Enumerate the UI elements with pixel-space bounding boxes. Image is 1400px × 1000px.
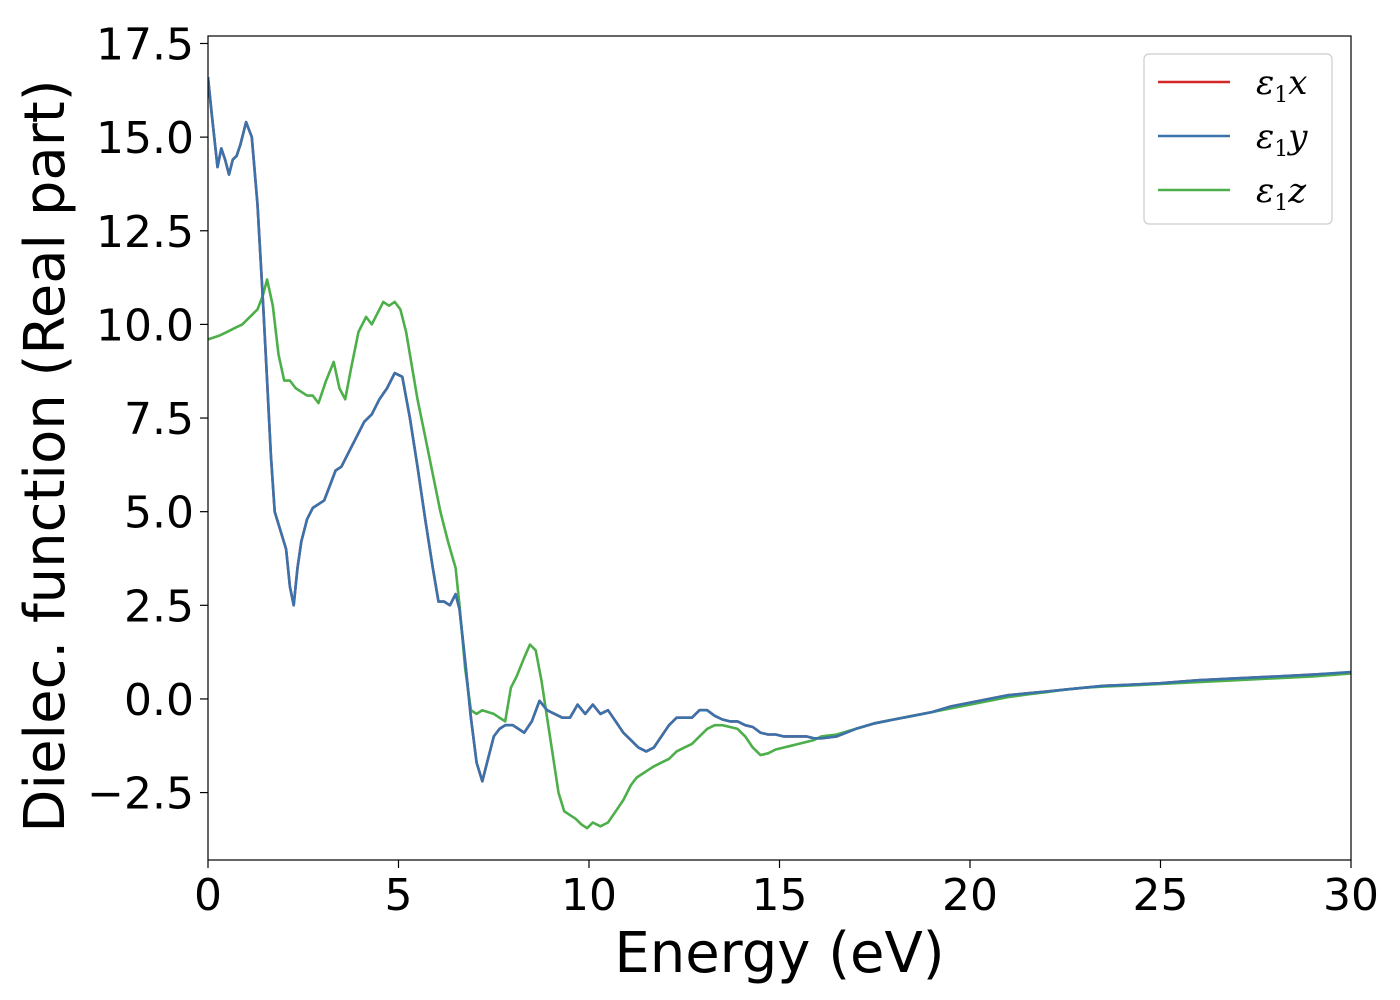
x-tick-label: 0	[194, 870, 222, 921]
y-tick-label: 5.0	[124, 488, 194, 539]
legend-symbol: ε	[1256, 171, 1274, 211]
legend-subscript: 1	[1274, 191, 1288, 216]
legend-label-y: ε1y	[1256, 117, 1308, 162]
legend-component: y	[1286, 117, 1308, 157]
y-tick-label: 2.5	[124, 581, 194, 632]
y-tick-label: −2.5	[87, 769, 194, 820]
x-tick-label: 5	[385, 870, 413, 921]
legend-box	[1143, 53, 1333, 225]
legend-symbol: ε	[1256, 117, 1274, 157]
legend-subscript: 1	[1274, 83, 1288, 108]
y-axis-ticks: −2.5 0.0 2.5 5.0 7.5 10.0 12.5 15.0 17.5	[87, 19, 208, 820]
series-line-y	[208, 77, 1351, 783]
x-tick-label: 25	[1133, 870, 1189, 921]
y-tick-label: 0.0	[124, 675, 194, 726]
legend-component: z	[1287, 171, 1307, 211]
y-tick-label: 17.5	[96, 19, 194, 70]
x-tick-label: 20	[942, 870, 998, 921]
x-axis-title: Energy (eV)	[614, 921, 944, 986]
y-tick-label: 15.0	[96, 113, 194, 164]
legend-label-z: ε1z	[1256, 171, 1307, 216]
legend-symbol: ε	[1256, 63, 1274, 103]
x-tick-label: 10	[561, 870, 617, 921]
plot-frame	[207, 35, 1352, 861]
x-tick-label: 30	[1323, 870, 1379, 921]
y-tick-label: 7.5	[124, 394, 194, 445]
legend-component: x	[1288, 63, 1307, 103]
x-tick-label: 15	[752, 870, 808, 921]
y-axis-title: Dielec. function (Real part)	[13, 79, 78, 832]
legend-subscript: 1	[1274, 137, 1288, 162]
legend-label-x: ε1x	[1256, 63, 1307, 108]
series-line-z	[208, 278, 1351, 830]
y-tick-label: 12.5	[96, 207, 194, 258]
x-axis-ticks: 0 5 10 15 20 25 30	[194, 860, 1379, 921]
y-tick-label: 10.0	[96, 300, 194, 351]
plot-lines	[208, 77, 1351, 830]
